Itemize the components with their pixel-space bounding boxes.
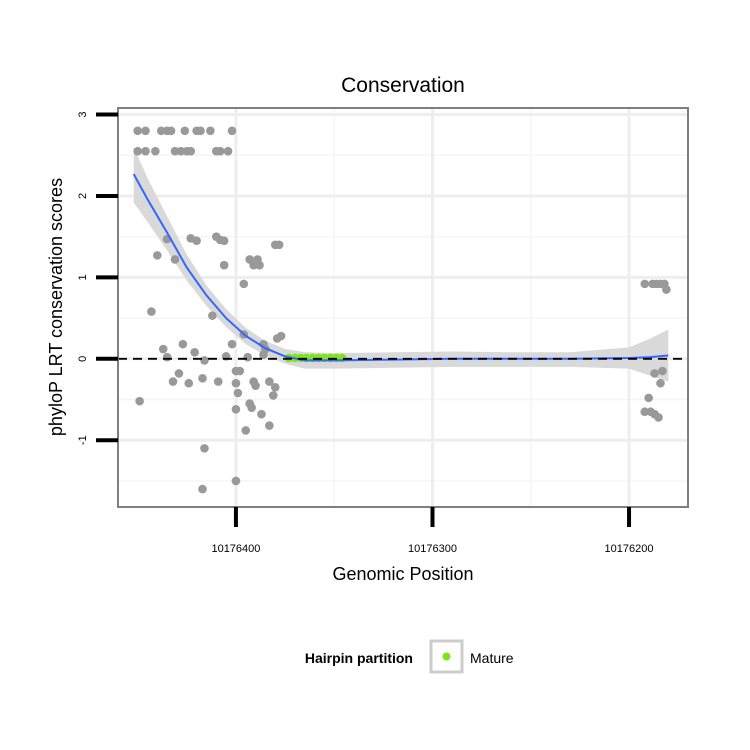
- legend-title: Hairpin partition: [305, 650, 413, 666]
- data-point: [236, 367, 245, 376]
- data-point: [640, 280, 649, 289]
- data-point: [220, 261, 229, 270]
- data-point: [186, 147, 195, 156]
- y-axis-title: phyloP LRT conservation scores: [46, 178, 66, 436]
- data-point: [251, 381, 260, 390]
- x-tick-label: 10176300: [408, 543, 457, 555]
- y-tick-label: -1: [77, 435, 89, 445]
- data-point: [196, 127, 205, 136]
- data-point: [656, 379, 665, 388]
- data-point: [662, 285, 671, 294]
- data-point: [141, 147, 150, 156]
- data-point: [228, 127, 237, 136]
- data-point: [184, 379, 193, 388]
- data-point: [228, 340, 237, 349]
- data-point: [181, 127, 190, 136]
- data-point: [214, 377, 223, 386]
- y-tick-label: 2: [77, 193, 89, 199]
- data-point: [175, 369, 184, 378]
- data-point: [241, 426, 250, 435]
- data-point: [232, 477, 241, 486]
- data-point: [192, 236, 201, 245]
- data-point: [224, 147, 233, 156]
- data-point: [265, 421, 274, 430]
- y-tick-label: 1: [77, 274, 89, 280]
- data-point: [133, 127, 142, 136]
- data-point: [269, 391, 278, 400]
- data-point: [654, 413, 663, 422]
- x-axis: 10176400 10176300 10176200: [211, 507, 653, 555]
- data-point: [200, 444, 209, 453]
- data-point: [147, 307, 156, 316]
- x-tick-label: 10176200: [605, 543, 654, 555]
- data-point: [200, 356, 209, 365]
- legend: Hairpin partition Mature: [305, 641, 514, 672]
- data-point: [206, 127, 215, 136]
- data-point: [179, 340, 188, 349]
- data-point: [277, 332, 286, 341]
- data-point: [216, 147, 225, 156]
- y-tick-label: 3: [77, 111, 89, 117]
- data-point: [232, 379, 241, 388]
- y-tick-label: 0: [77, 356, 89, 362]
- data-point: [163, 353, 172, 362]
- chart-title: Conservation: [341, 74, 465, 97]
- data-point: [255, 261, 264, 270]
- data-point: [190, 348, 199, 357]
- data-point: [151, 147, 160, 156]
- data-point: [135, 397, 144, 406]
- data-point: [658, 367, 667, 376]
- data-point: [247, 403, 256, 412]
- legend-key-mature-dot: [443, 653, 451, 661]
- data-point: [159, 345, 168, 354]
- data-point: [239, 280, 248, 289]
- data-point: [275, 241, 284, 250]
- data-point: [171, 255, 180, 264]
- data-point: [153, 251, 162, 260]
- data-point: [198, 485, 207, 494]
- data-point: [220, 236, 229, 245]
- x-tick-label: 10176400: [211, 543, 260, 555]
- data-point: [257, 410, 266, 419]
- conservation-chart: Conservation -10123 10176400 10176300 1017…: [0, 0, 750, 750]
- data-point: [169, 377, 178, 386]
- data-point: [133, 147, 142, 156]
- y-axis: -1 0 1 2 3: [77, 111, 118, 445]
- data-point: [232, 405, 241, 414]
- data-point: [167, 127, 176, 136]
- legend-label-mature: Mature: [470, 650, 514, 666]
- x-axis-title: Genomic Position: [332, 564, 473, 584]
- data-point: [234, 389, 243, 398]
- data-point: [208, 311, 217, 320]
- data-point: [271, 383, 280, 392]
- data-point: [141, 127, 150, 136]
- data-point: [198, 374, 207, 383]
- data-point: [644, 394, 653, 403]
- data-point: [650, 369, 659, 378]
- data-point: [243, 353, 252, 362]
